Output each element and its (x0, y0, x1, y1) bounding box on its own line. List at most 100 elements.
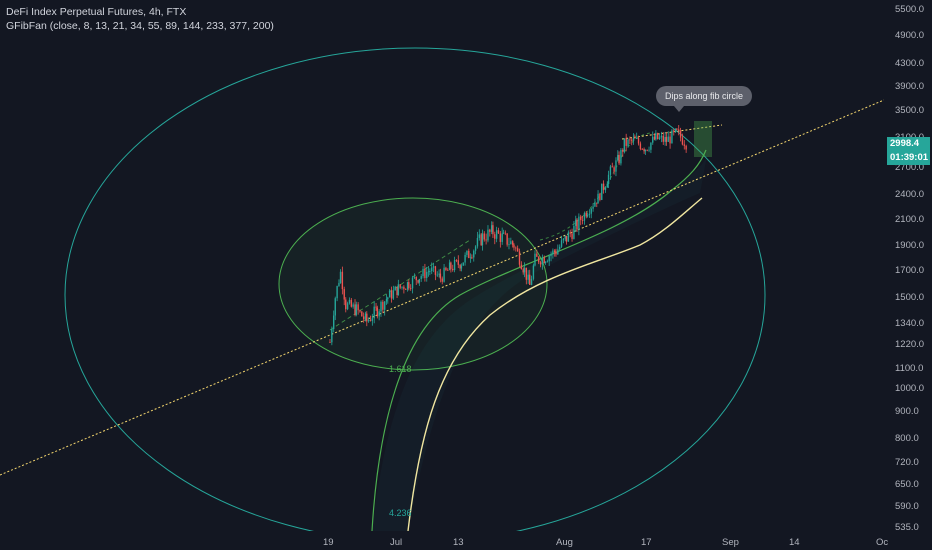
candle-body (468, 250, 470, 259)
candle-body (492, 225, 494, 235)
candle-body (539, 262, 542, 265)
plot-area[interactable]: 1.618 4.236 (0, 47, 884, 542)
candle-body (464, 254, 466, 263)
candle-body (432, 266, 435, 268)
candle-body (559, 246, 561, 250)
candle-body (357, 304, 359, 311)
candle-body (499, 233, 502, 242)
candle-body (380, 301, 382, 312)
fib-label-outer: 4.236 (389, 508, 412, 518)
candle-body (434, 266, 437, 275)
candle-body (364, 313, 367, 319)
candle-body (644, 149, 647, 152)
candle-body (341, 271, 344, 290)
candle-body (375, 306, 377, 308)
price-tick-label: 1000.0 (895, 383, 924, 394)
candle-body (576, 219, 578, 230)
candle-body (685, 145, 687, 150)
candle-body (378, 311, 380, 317)
time-tick-label: Oc (876, 537, 888, 548)
price-tick-label: 4900.0 (895, 30, 924, 41)
candle-body (411, 277, 414, 289)
candle-body (667, 136, 669, 142)
candle-body (552, 250, 554, 255)
time-axis[interactable]: 19 Jul 13 Aug 17 Sep 14 Oc (323, 537, 888, 548)
candle-body (346, 303, 349, 310)
candle-body (413, 276, 416, 278)
candle-body (508, 244, 510, 245)
candle-body (406, 282, 409, 290)
candle-body (480, 234, 482, 246)
price-axis[interactable]: 5500.04900.04300.03900.03500.03100.02700… (895, 4, 924, 533)
candle-body (439, 273, 442, 279)
candle-body (578, 216, 580, 230)
candle-body (679, 130, 682, 138)
time-tick-label: Jul (390, 537, 402, 548)
candle-body (466, 250, 468, 255)
candle-body (506, 233, 508, 245)
legend-title[interactable]: DeFi Index Perpetual Futures, 4h, FTX (6, 6, 187, 18)
price-tick-label: 3900.0 (895, 81, 924, 92)
candle-body (515, 247, 517, 249)
time-tick-label: Aug (556, 537, 573, 548)
candle-body (648, 149, 650, 151)
candle-body (634, 137, 636, 139)
candle-body (557, 249, 559, 255)
candle-body (384, 301, 386, 310)
candle-body (609, 166, 612, 175)
candle-body (643, 148, 645, 152)
legend-indicator[interactable]: GFibFan (close, 8, 13, 21, 34, 55, 89, 1… (6, 20, 274, 32)
candle-body (366, 313, 368, 322)
candle-body (388, 290, 391, 298)
candle-body (478, 234, 481, 238)
candle-body (669, 136, 671, 144)
candle-body (665, 137, 668, 142)
candle-body (588, 213, 591, 215)
fib-label-inner: 1.618 (389, 364, 412, 374)
candle-body (629, 139, 631, 141)
candle-body (510, 241, 512, 245)
fib-arc-green (371, 149, 707, 531)
price-tick-label: 1340.0 (895, 318, 924, 329)
candle-body (438, 273, 440, 275)
candle-body (343, 289, 345, 300)
candle-body (639, 143, 642, 149)
candle-body (513, 244, 515, 248)
candle-body (622, 149, 624, 152)
candle-body (541, 257, 544, 265)
candle-body (436, 274, 438, 276)
candle-body (418, 278, 421, 283)
annotation-callout[interactable]: Dips along fib circle (656, 86, 752, 112)
candle-body (371, 318, 374, 321)
candle-body (529, 274, 531, 285)
last-price-tag: 2998.4 (887, 137, 930, 151)
candle-body (481, 233, 484, 246)
candle-body (620, 149, 622, 164)
candle-body (627, 139, 629, 146)
price-tick-label: 800.0 (895, 433, 919, 444)
candle-body (329, 342, 331, 343)
time-tick-label: 14 (789, 537, 800, 548)
candle-body (455, 260, 458, 261)
candle-body (448, 262, 451, 271)
candle-body (676, 128, 678, 130)
candle-body (474, 246, 477, 251)
candle-body (655, 133, 657, 140)
candle-body (546, 261, 549, 263)
candle-body (565, 235, 568, 242)
price-tick-label: 2400.0 (895, 189, 924, 200)
candle-body (583, 213, 586, 221)
candle-body (534, 253, 536, 266)
candle-body (632, 137, 635, 141)
candle-body (334, 298, 336, 316)
candle-body (573, 225, 575, 239)
candle-body (613, 167, 615, 172)
candle-body (469, 257, 472, 259)
bar-countdown-tag: 01:39:01 (887, 151, 930, 165)
price-tick-label: 4300.0 (895, 58, 924, 69)
candle-body (660, 135, 663, 138)
candle-body (635, 138, 638, 139)
candle-body (441, 278, 443, 282)
price-tick-label: 590.0 (895, 501, 919, 512)
